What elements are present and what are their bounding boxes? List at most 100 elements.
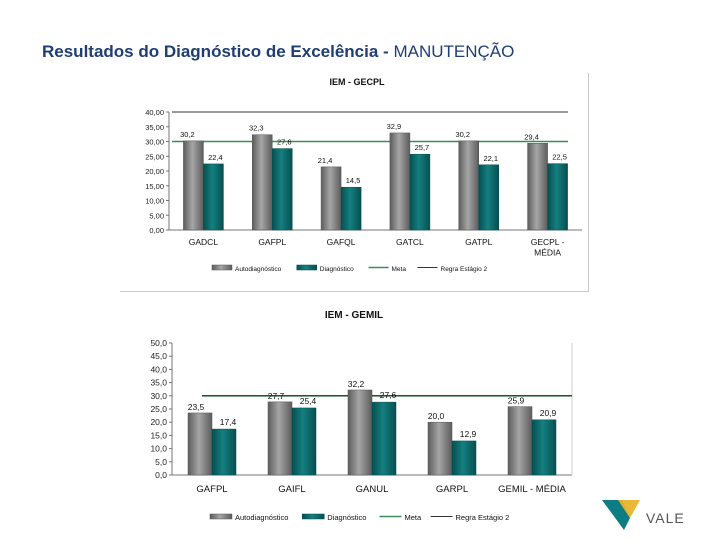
legend-label: Autodiagnóstico bbox=[235, 513, 288, 522]
data-label: 22,5 bbox=[552, 153, 567, 162]
y-tick-label: 15,00 bbox=[145, 182, 164, 191]
page-title-bold: Resultados do Diagnóstico de Excelência … bbox=[42, 42, 389, 61]
bar-autodiagnostico bbox=[527, 143, 548, 231]
category-label: MÉDIA bbox=[534, 248, 561, 258]
bar-autodiagnostico bbox=[427, 421, 453, 476]
data-label: 32,3 bbox=[249, 124, 264, 133]
bar-diagnostico bbox=[371, 401, 397, 476]
chart-iem-gemil: IEM - GEMIL 0,0 5,0 10,0 15,0 20,0 25,0 30,0 35,… bbox=[126, 305, 580, 527]
bar-autodiagnostico bbox=[183, 140, 204, 231]
bar-diagnostico bbox=[272, 148, 293, 231]
y-tick-label: 20,0 bbox=[150, 417, 167, 427]
data-label: 17,4 bbox=[220, 417, 237, 427]
page-title-normal: MANUTENÇÃO bbox=[393, 42, 515, 61]
data-label: 22,1 bbox=[483, 154, 498, 163]
chart-title: IEM - GEMIL bbox=[325, 310, 383, 321]
bar-diagnostico bbox=[451, 440, 477, 476]
legend-swatch bbox=[209, 513, 233, 520]
legend-label: Meta bbox=[392, 266, 407, 273]
data-label: 27,6 bbox=[277, 138, 292, 147]
bar-autodiagnostico bbox=[252, 134, 273, 231]
data-label: 20,0 bbox=[428, 411, 445, 421]
chart-title: IEM - GECPL bbox=[329, 77, 385, 87]
chart-iem-gemil-svg: IEM - GEMIL 0,0 5,0 10,0 15,0 20,0 25,0 30,0 35,… bbox=[150, 310, 573, 522]
legend-label: Autodiagnóstico bbox=[235, 266, 282, 273]
bar-autodiagnostico bbox=[320, 166, 342, 231]
legend-swatch bbox=[211, 264, 233, 271]
y-tick-label: 5,00 bbox=[149, 211, 164, 220]
bar-diagnostico bbox=[340, 186, 362, 231]
vale-logo: VALE bbox=[600, 492, 700, 532]
data-label: 32,2 bbox=[348, 379, 365, 389]
y-tick-label: 10,0 bbox=[150, 444, 167, 454]
data-label: 23,5 bbox=[188, 402, 205, 412]
data-label: 20,9 bbox=[540, 408, 557, 418]
page-title: Resultados do Diagnóstico de Excelência … bbox=[42, 42, 514, 62]
vale-logo-gold-shape bbox=[618, 500, 640, 518]
y-tick-label: 35,00 bbox=[145, 123, 164, 132]
chart-iem-gecpl-svg: IEM - GECPL 0,00 5,00 10,00 15,00 20,00 25,00 3… bbox=[145, 77, 582, 273]
vale-logo-icon: VALE bbox=[602, 500, 685, 530]
category-label: GAFQL bbox=[327, 237, 356, 247]
y-tick-label: 20,00 bbox=[145, 167, 164, 176]
legend-label: Diagnóstico bbox=[320, 266, 354, 273]
category-label: GAIFL bbox=[278, 484, 305, 495]
bar-diagnostico bbox=[211, 428, 237, 476]
bar-autodiagnostico bbox=[507, 406, 533, 476]
bar-autodiagnostico bbox=[347, 389, 373, 476]
y-tick-label: 5,0 bbox=[155, 457, 167, 467]
bar-diagnostico bbox=[531, 419, 557, 476]
category-label: GATPL bbox=[465, 237, 493, 247]
category-label: GAFPL bbox=[258, 237, 286, 247]
category-label: GECPL - bbox=[531, 237, 565, 247]
data-label: 27,6 bbox=[380, 390, 397, 400]
category-label: GEMIL - MÉDIA bbox=[498, 484, 566, 495]
data-label: 29,4 bbox=[524, 132, 539, 141]
data-label: 30,2 bbox=[180, 130, 195, 139]
y-tick-label: 25,00 bbox=[145, 152, 164, 161]
data-label: 30,2 bbox=[455, 130, 470, 139]
y-tick-label: 15,0 bbox=[150, 430, 167, 440]
data-label: 21,4 bbox=[318, 156, 333, 165]
y-tick-label: 35,0 bbox=[150, 378, 167, 388]
category-label: GAFPL bbox=[196, 484, 227, 495]
bar-autodiagnostico bbox=[187, 412, 213, 476]
y-tick-label: 40,0 bbox=[150, 364, 167, 374]
category-label: GATCL bbox=[396, 237, 424, 247]
bar-diagnostico bbox=[478, 164, 499, 231]
y-tick-label: 45,0 bbox=[150, 351, 167, 361]
y-tick-label: 50,0 bbox=[150, 338, 167, 348]
data-label: 22,4 bbox=[208, 153, 223, 162]
y-tick-label: 25,0 bbox=[150, 404, 167, 414]
legend-label: Diagnóstico bbox=[327, 513, 366, 522]
bar-diagnostico bbox=[291, 407, 317, 476]
data-label: 25,7 bbox=[415, 143, 430, 152]
data-label: 25,4 bbox=[300, 396, 317, 406]
category-label: GANUL bbox=[356, 484, 389, 495]
legend: Autodiagnóstico Diagnóstico Meta Regra Está… bbox=[209, 513, 510, 522]
y-tick-label: 40,00 bbox=[145, 108, 164, 117]
vale-logo-text: VALE bbox=[646, 510, 685, 526]
data-label: 14,5 bbox=[346, 176, 361, 185]
legend-swatch bbox=[302, 513, 325, 520]
y-tick-label: 0,00 bbox=[149, 226, 164, 235]
bar-autodiagnostico bbox=[267, 401, 293, 476]
y-tick-label: 10,00 bbox=[145, 197, 164, 206]
legend-label: Regra Estágio 2 bbox=[441, 266, 488, 273]
bar-diagnostico bbox=[203, 163, 224, 231]
legend-label: Meta bbox=[405, 513, 423, 522]
y-tick-label: 30,0 bbox=[150, 391, 167, 401]
bar-diagnostico bbox=[409, 153, 431, 231]
y-tick-label: 0,0 bbox=[155, 470, 167, 480]
data-label: 12,9 bbox=[460, 429, 477, 439]
category-label: GADCL bbox=[189, 237, 219, 247]
data-label: 32,9 bbox=[387, 122, 402, 131]
bar-diagnostico bbox=[547, 163, 568, 231]
data-label: 27,7 bbox=[268, 391, 285, 401]
category-label: GARPL bbox=[436, 484, 468, 495]
legend-swatch bbox=[296, 264, 317, 271]
data-label: 25,9 bbox=[508, 396, 525, 406]
legend-label: Regra Estágio 2 bbox=[456, 513, 510, 522]
bar-autodiagnostico bbox=[458, 140, 479, 231]
chart-iem-gecpl: IEM - GECPL 0,00 5,00 10,00 15,00 20,00 25,00 3… bbox=[120, 73, 589, 292]
